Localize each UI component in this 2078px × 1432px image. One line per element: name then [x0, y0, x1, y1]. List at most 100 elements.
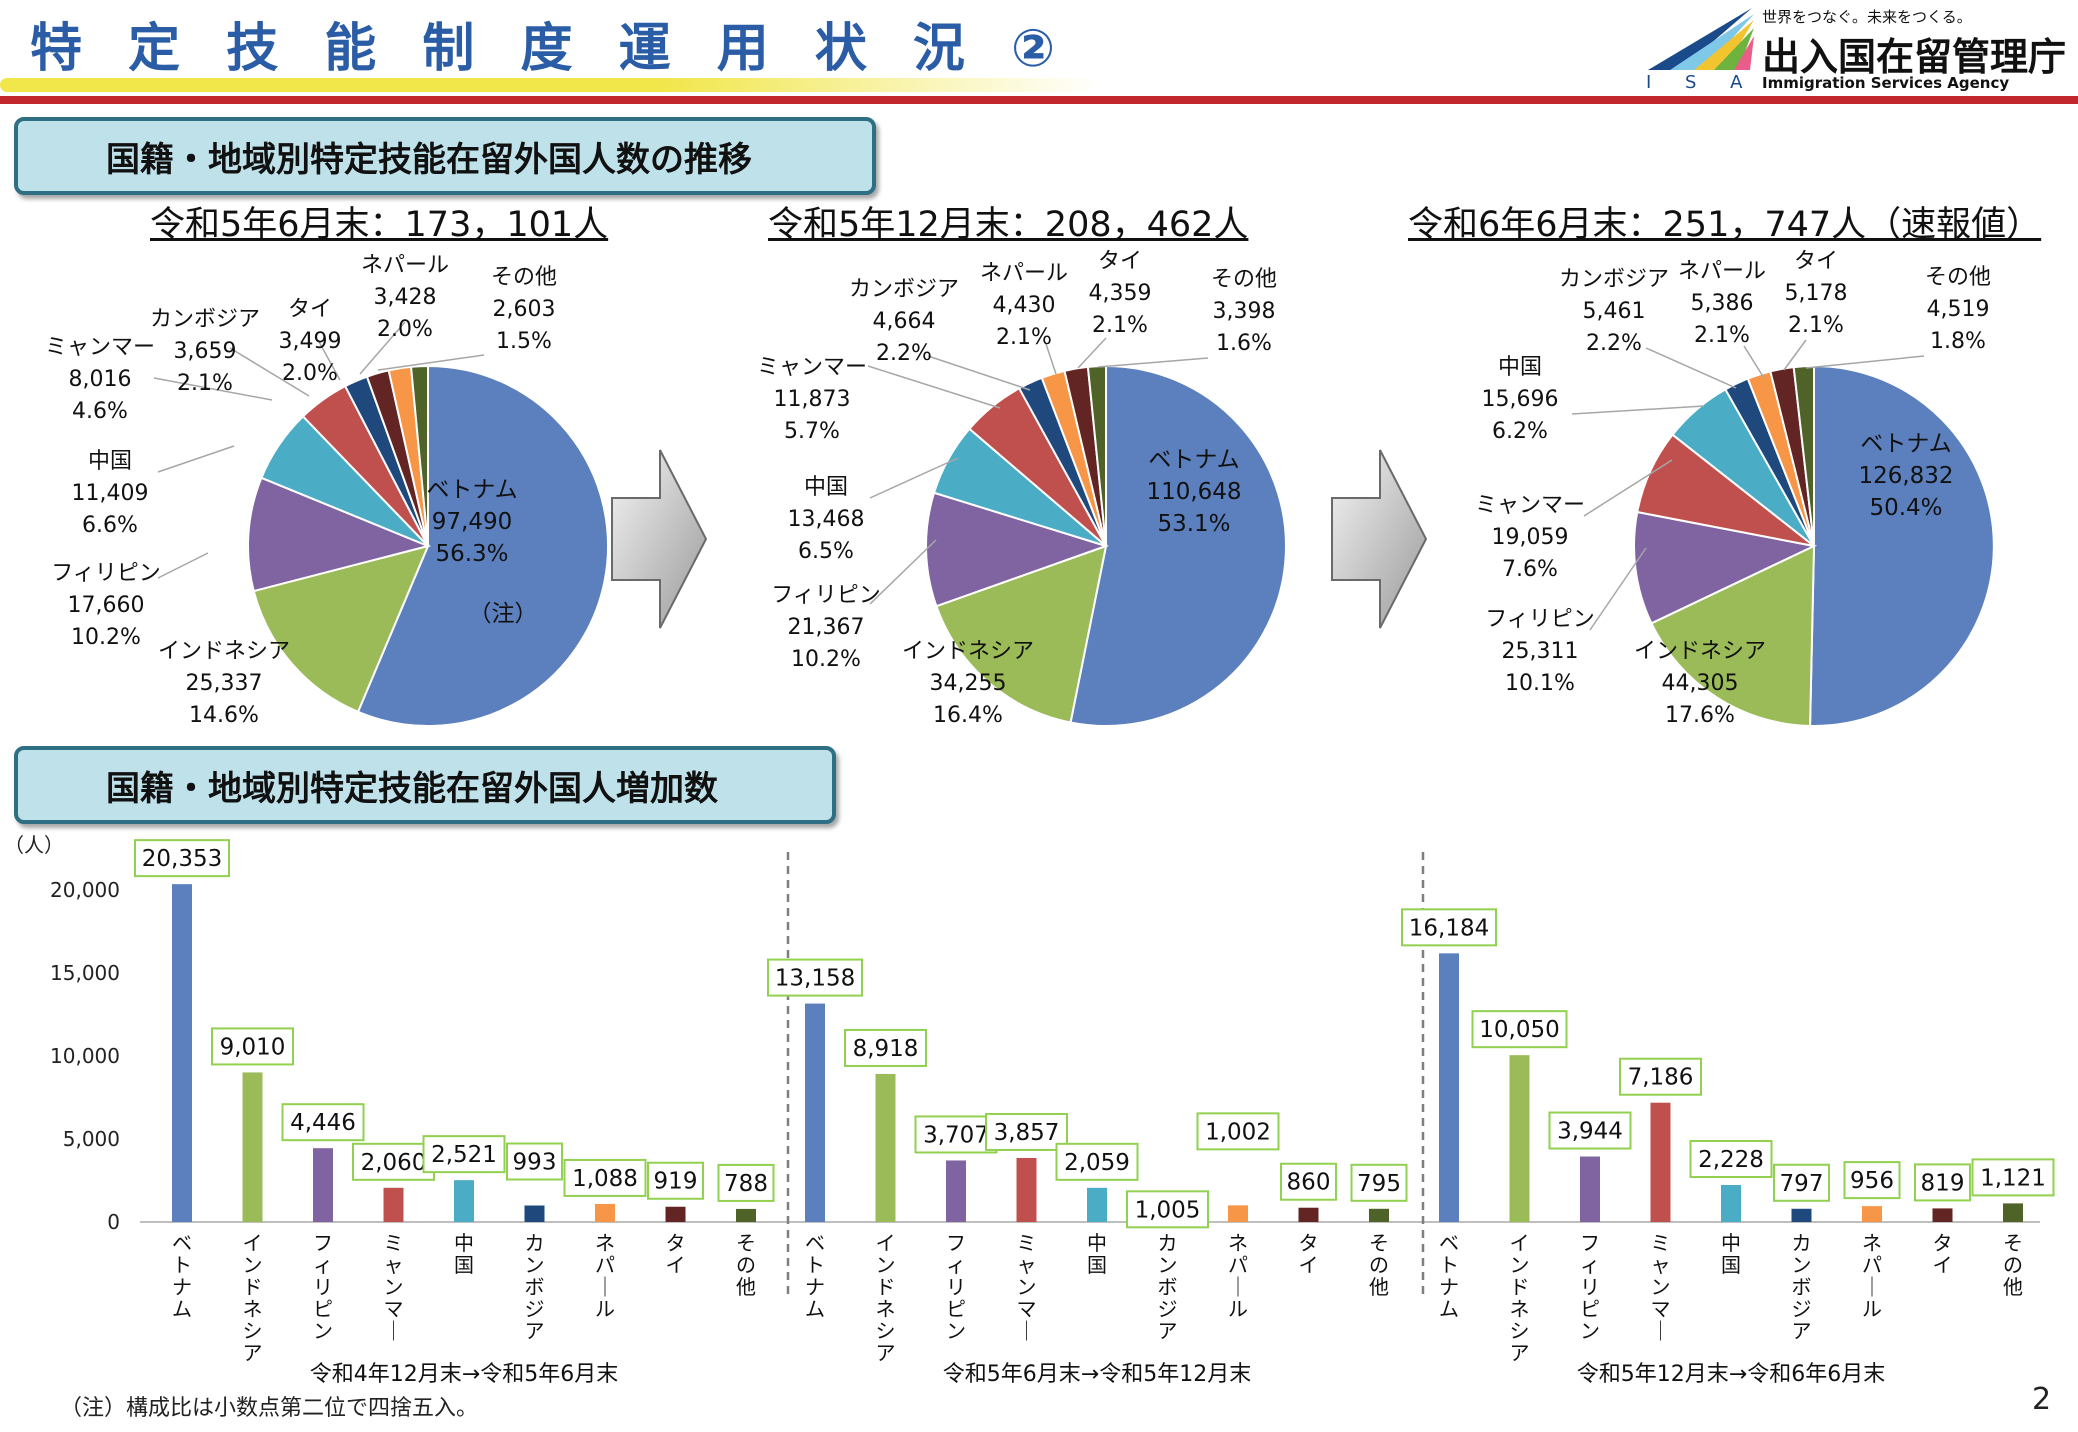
pie-label-indonesia: インドネシア 44,305 17.6%: [1634, 636, 1766, 732]
bar-philippines: [946, 1160, 966, 1222]
bar-value-label: 795: [1357, 1171, 1401, 1197]
pie-label-label: フィリピン: [1485, 607, 1595, 632]
pie-label-label: ミャンマー: [44, 335, 156, 360]
pie-label-value: 15,696: [1481, 387, 1559, 412]
bar-value-label: 7,186: [1628, 1065, 1694, 1091]
bar-indonesia: [1509, 1055, 1530, 1222]
pie-label-label: ネパール: [360, 253, 450, 278]
y-axis-unit-label: （人）: [4, 833, 64, 857]
pie-label-cambodia: カンボジア 4,664 2.2%: [849, 274, 959, 370]
x-category-label: 中国: [1721, 1231, 1741, 1277]
pie-label-label: カンボジア: [1558, 267, 1670, 292]
pie-slice-other: [409, 364, 429, 547]
pie-slice-indonesia: [252, 544, 430, 714]
pie-label-vietnam: ベトナム 110,648 53.1%: [1146, 444, 1241, 540]
bar-philippines: [313, 1148, 333, 1222]
x-group-label: 令和5年6月末→令和5年12月末: [943, 1362, 1251, 1387]
pie-leader-line: [1743, 345, 1765, 379]
bar-value-box: [281, 1103, 365, 1142]
bar-other: [736, 1208, 756, 1222]
bar-nepal: [595, 1203, 615, 1222]
section-title-trend-text: 国籍・地域別特定技能在留外国人数の推移: [106, 139, 752, 180]
x-category-label: フィリピン: [946, 1231, 966, 1343]
pie-chart-r5-06: [153, 321, 609, 727]
pie-label-pct: 53.1%: [1157, 511, 1231, 537]
x-category-label: ネパ｜ル: [1862, 1231, 1882, 1321]
bar-value-label: 3,944: [1557, 1119, 1623, 1145]
pie-label-value: 11,873: [773, 387, 851, 412]
pie-label-vietnam: ベトナム 126,832 50.4%: [1858, 428, 1953, 524]
pie-leader-line: [869, 457, 959, 499]
pie-label-pct: 10.2%: [71, 625, 141, 650]
x-category-label: タイ: [1299, 1231, 1319, 1277]
x-category-label: タイ: [1933, 1231, 1953, 1277]
bar-value-box: [985, 1112, 1068, 1151]
pie-label-pct: 1.5%: [496, 329, 552, 354]
pie-label-indonesia: インドネシア 25,337 14.6%: [158, 636, 290, 732]
pie-label-value: 5,386: [1690, 291, 1754, 316]
pie-label-label: インドネシア: [901, 639, 1035, 664]
pie-label-value: 4,519: [1926, 297, 1990, 322]
bar-myanmar: [1650, 1102, 1671, 1222]
pie-label-value: 3,659: [173, 339, 237, 364]
bar-philippines: [1580, 1156, 1600, 1222]
pie-label-value: 11,409: [71, 481, 149, 506]
pie-leader-line: [377, 354, 485, 371]
pie-label-pct: 5.7%: [784, 419, 840, 444]
bar-value-box: [1401, 908, 1497, 947]
bar-nepal: [1228, 1205, 1248, 1222]
pie-label-label: ベトナム: [1148, 447, 1240, 473]
header-rule: [0, 96, 2078, 104]
x-category-label: ミャンマ｜: [1017, 1231, 1037, 1343]
bar-value-box: [1843, 1161, 1901, 1200]
x-category-label: ベトナム: [805, 1231, 825, 1321]
pie-label-vietnam: ベトナム 97,490 56.3%: [426, 474, 517, 570]
bar-value-label: 1,121: [1980, 1165, 2046, 1191]
x-category-label: インドネシア: [243, 1231, 263, 1365]
section-title-increase: 国籍・地域別特定技能在留外国人増加数: [14, 746, 836, 824]
pie-label-value: 44,305: [1661, 671, 1739, 696]
pie-leader-line: [229, 347, 310, 397]
y-tick-label: 0: [107, 1210, 120, 1234]
pie-label-nepal: ネパール 4,430 2.1%: [980, 258, 1068, 354]
pie-leader-line: [157, 552, 209, 579]
pie-label-pct: 10.1%: [1505, 671, 1575, 696]
pie-leader-line: [1583, 459, 1673, 517]
bar-china: [454, 1180, 474, 1222]
x-category-label: カンボジア: [525, 1231, 545, 1343]
bar-value-label: 993: [513, 1150, 557, 1176]
bar-value-label: 2,059: [1064, 1150, 1130, 1176]
pie-label-philippines: フィリピン 17,660 10.2%: [51, 558, 161, 654]
pie-label-value: 5,461: [1582, 299, 1646, 324]
bar-china: [1087, 1187, 1107, 1222]
bar-value-box: [1350, 1163, 1408, 1202]
bar-thailand: [665, 1206, 686, 1222]
bar-value-label: 16,184: [1409, 915, 1489, 941]
x-category-label: ベトナム: [1439, 1231, 1459, 1321]
pie-label-label: タイ: [287, 297, 333, 322]
pie-label-value: 97,490: [431, 509, 513, 535]
pie-label-philippines: フィリピン 25,311 10.1%: [1485, 604, 1595, 700]
pie-label-label: インドネシア: [1633, 639, 1767, 664]
pie-label-pct: 6.2%: [1492, 419, 1548, 444]
x-category-label: その他: [1369, 1231, 1389, 1299]
pie-slice-vietnam: [1809, 364, 1995, 727]
pie-label-label: ミャンマー: [1474, 493, 1586, 518]
x-category-label: タイ: [666, 1231, 686, 1277]
pie-label-value: 8,016: [68, 367, 132, 392]
bar-value-box: [1196, 1112, 1280, 1151]
pie-label-pct: 2.1%: [177, 371, 233, 396]
x-category-label: 中国: [1087, 1231, 1107, 1277]
pie-label-pct: 7.6%: [1502, 557, 1558, 582]
x-category-label: インドネシア: [1510, 1231, 1530, 1365]
pie-label-pct: 1.6%: [1216, 331, 1272, 356]
bar-china: [1721, 1185, 1741, 1222]
bar-value-box: [1689, 1140, 1773, 1179]
x-category-label: カンボジア: [1158, 1231, 1178, 1343]
pie-label-value: 13,468: [787, 507, 865, 532]
pie-leader-line: [927, 355, 1031, 391]
x-category-label: その他: [2003, 1231, 2023, 1299]
pie-leader-line: [1645, 347, 1737, 389]
pie-label-value: 3,499: [278, 329, 342, 354]
